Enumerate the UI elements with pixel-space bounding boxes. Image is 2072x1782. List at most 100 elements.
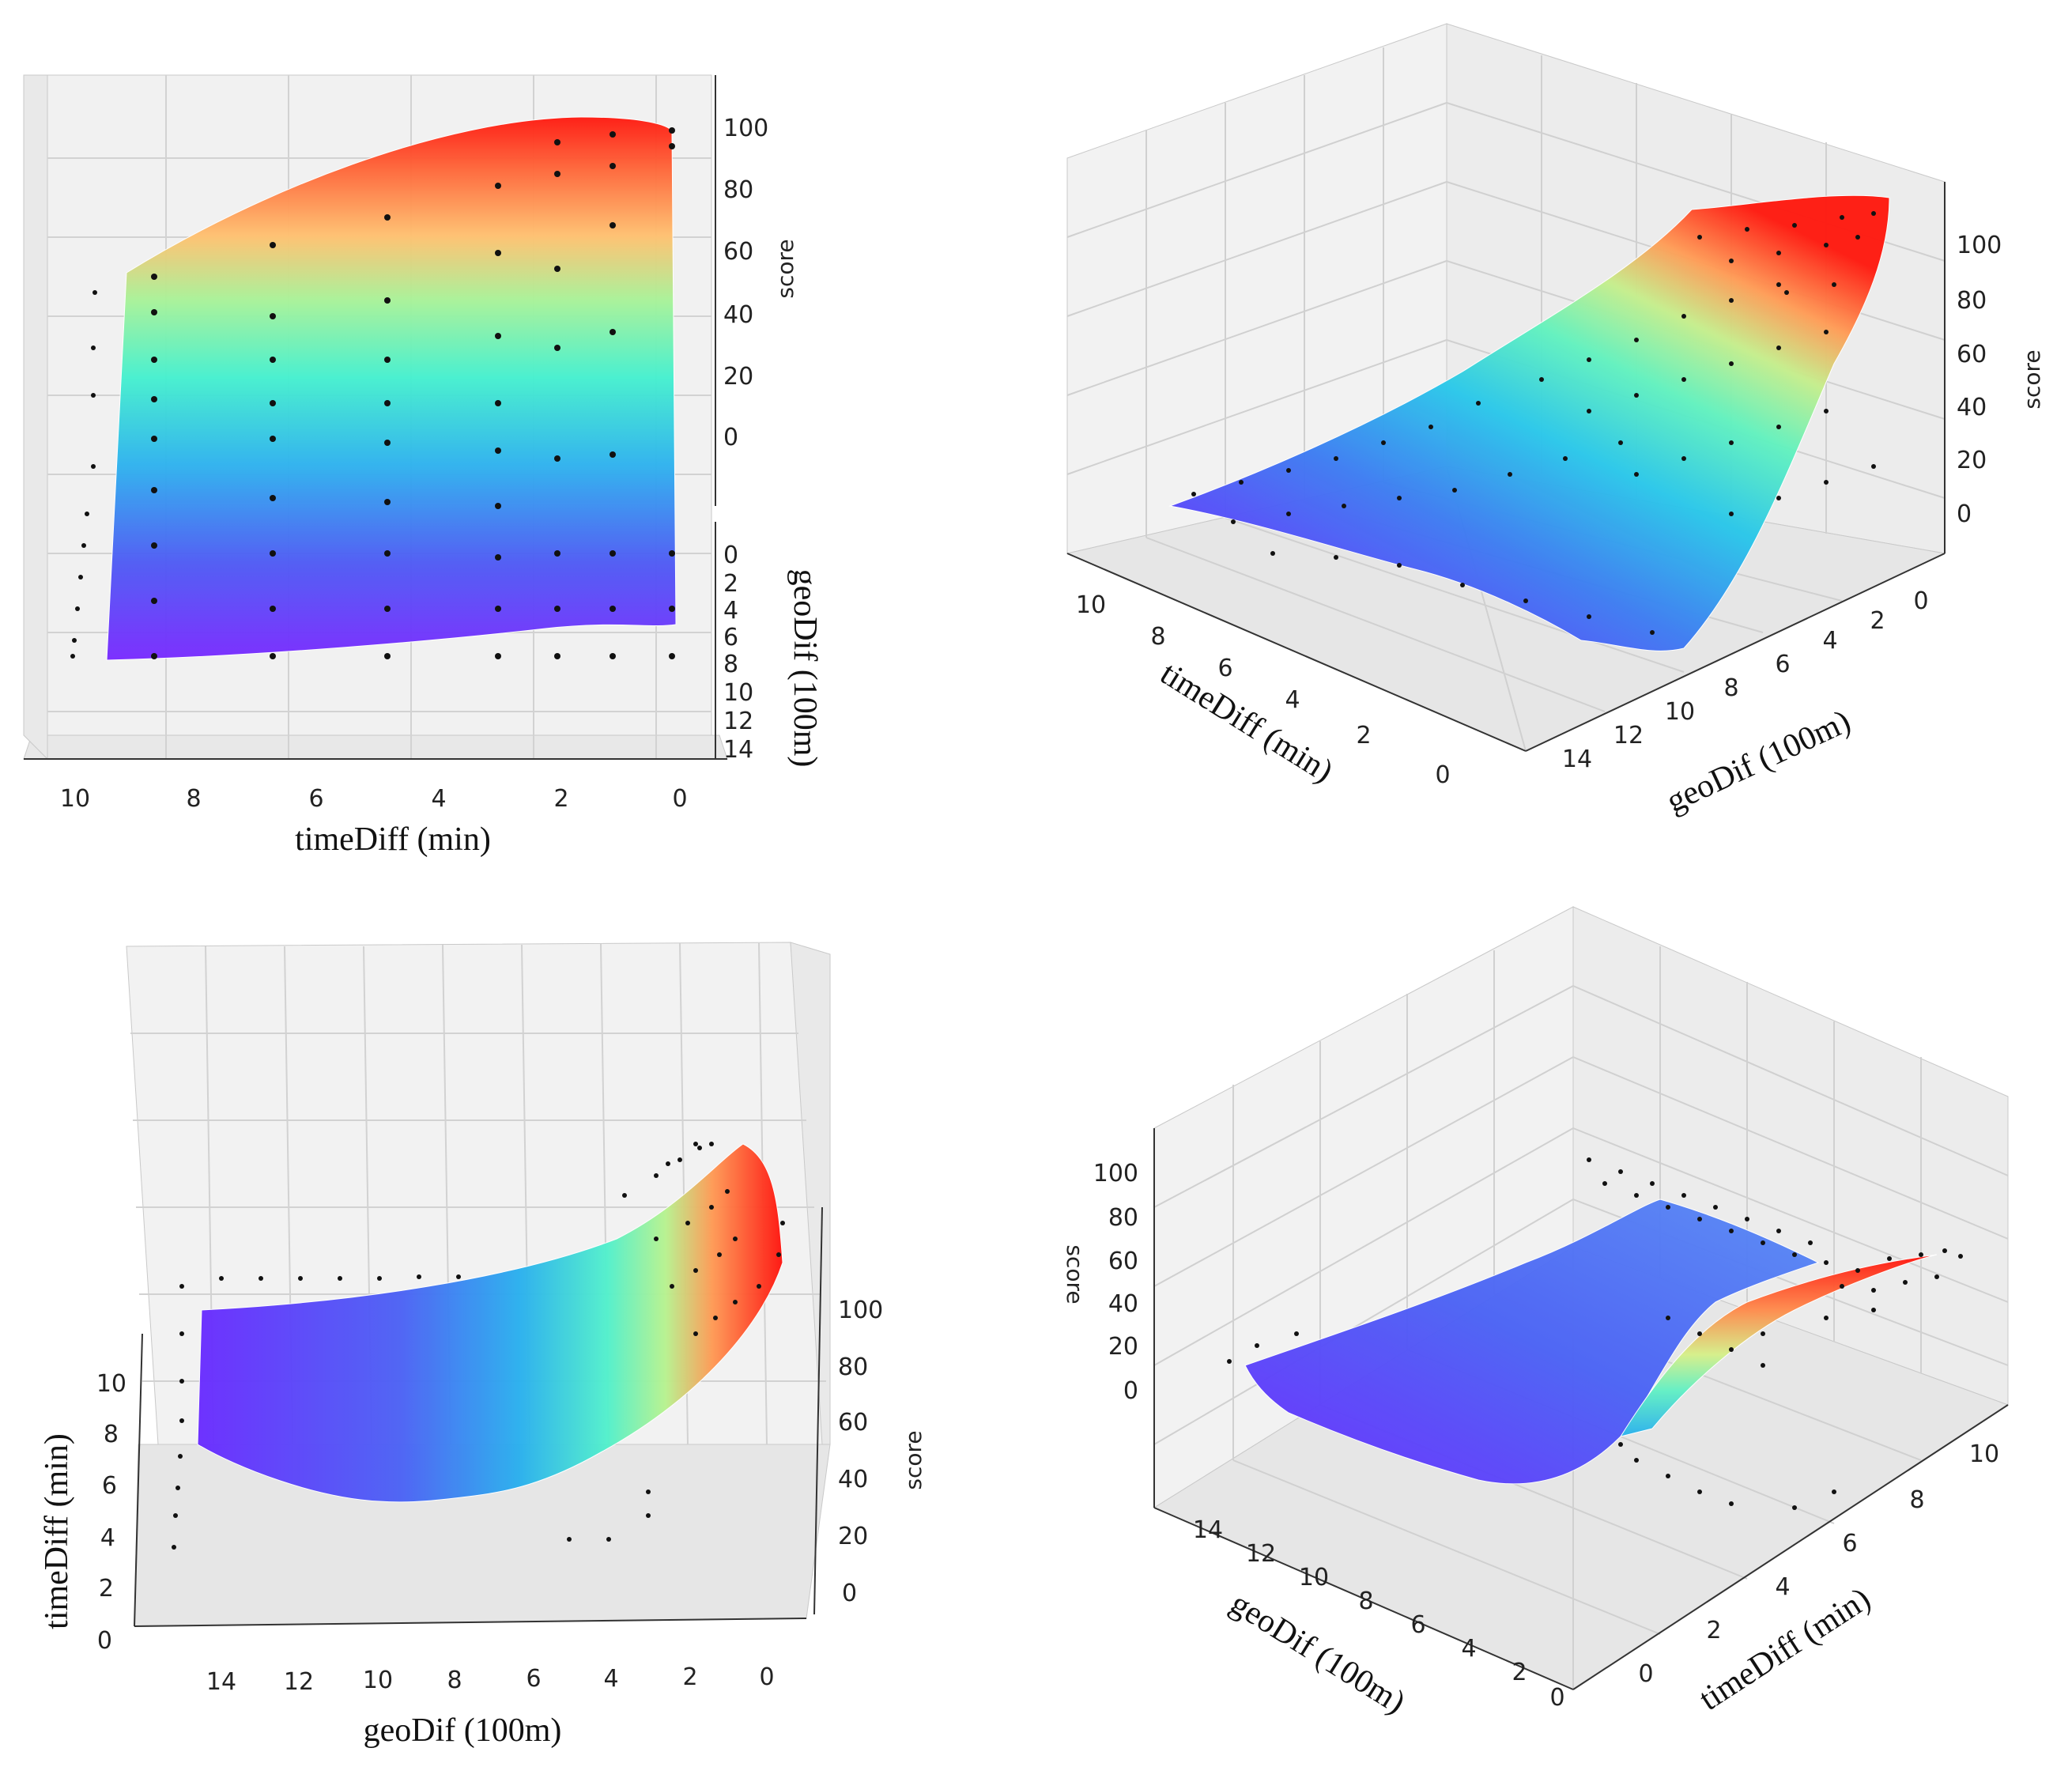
x-tick: 10 bbox=[363, 1667, 393, 1694]
x-tick: 6 bbox=[1217, 655, 1232, 682]
z-tick: 0 bbox=[723, 424, 738, 451]
scatter-points bbox=[172, 1142, 785, 1550]
x-tick: 0 bbox=[1435, 761, 1450, 789]
x-tick: 2 bbox=[682, 1663, 697, 1691]
fitted-surface-low bbox=[1244, 1199, 1820, 1485]
z-tick: 40 bbox=[1957, 394, 1987, 421]
z-tick: 100 bbox=[1093, 1160, 1138, 1187]
z-tick: 100 bbox=[838, 1297, 883, 1324]
z-tick: 0 bbox=[842, 1580, 857, 1607]
y-tick: 2 bbox=[1706, 1617, 1721, 1644]
chart-front-svg: 10 8 6 4 2 0 100 80 60 40 20 0 0 2 4 6 8… bbox=[23, 74, 823, 858]
y-axis-label: timeDiff (min) bbox=[1693, 1580, 1878, 1717]
x-tick: 4 bbox=[431, 785, 446, 813]
z-axis-label: score bbox=[772, 239, 798, 298]
z-axis-line bbox=[813, 1206, 823, 1615]
side-pane bbox=[23, 74, 48, 761]
z-tick: 40 bbox=[723, 301, 753, 329]
y-tick: 0 bbox=[97, 1627, 112, 1655]
z-tick: 80 bbox=[838, 1353, 868, 1381]
z-tick: 60 bbox=[838, 1409, 868, 1437]
y-axis-line bbox=[134, 1333, 143, 1627]
floor-pane bbox=[23, 734, 728, 760]
x-tick: 2 bbox=[1512, 1659, 1527, 1686]
y-tick: 4 bbox=[723, 597, 738, 625]
fitted-surface bbox=[1168, 194, 1890, 651]
z-tick: 100 bbox=[1957, 232, 2002, 259]
z-tick: 0 bbox=[1123, 1377, 1138, 1405]
z-axis-label-visible: score bbox=[1062, 1244, 1088, 1304]
x-tick: 2 bbox=[553, 785, 568, 813]
y-tick: 8 bbox=[104, 1421, 119, 1448]
x-tick: 4 bbox=[1285, 686, 1300, 714]
scatter-points bbox=[1227, 1157, 1963, 1510]
y-tick: 10 bbox=[723, 679, 753, 707]
y-tick: 4 bbox=[1775, 1573, 1790, 1601]
y-tick: 10 bbox=[1665, 698, 1695, 726]
z-tick: 60 bbox=[1108, 1248, 1138, 1275]
y-axis-line bbox=[1153, 1507, 1574, 1690]
y-tick: 0 bbox=[1913, 587, 1928, 615]
x-axis-label: timeDiff (min) bbox=[295, 821, 491, 858]
y-axis-line bbox=[1525, 553, 1946, 752]
z-tick: 20 bbox=[1108, 1333, 1138, 1361]
x-axis-line bbox=[1572, 1404, 2009, 1690]
z-tick: 20 bbox=[723, 363, 753, 391]
x-tick: 2 bbox=[1356, 722, 1371, 749]
chart-oblique-svg: 10 8 6 4 2 0 14 12 10 8 6 4 2 0 100 80 6… bbox=[1066, 23, 2045, 820]
z-axis-label: score bbox=[900, 1430, 927, 1489]
y-tick: 14 bbox=[723, 736, 753, 764]
x-tick: 14 bbox=[206, 1668, 236, 1696]
chart-panel-oblique: 10 8 6 4 2 0 14 12 10 8 6 4 2 0 100 80 6… bbox=[1036, 0, 2071, 891]
x-tick: 10 bbox=[1299, 1564, 1329, 1591]
x-axis-line bbox=[134, 1618, 807, 1627]
chart-rotated-svg: 100 80 60 40 20 0 14 12 10 8 6 4 2 0 0 2… bbox=[1062, 906, 2010, 1721]
y-tick: 2 bbox=[723, 570, 738, 598]
z-tick: 80 bbox=[723, 176, 753, 204]
x-tick: 14 bbox=[1193, 1516, 1223, 1544]
x-tick: 6 bbox=[308, 785, 323, 813]
x-tick: 10 bbox=[1076, 591, 1106, 619]
y-axis-label: timeDiff (min) bbox=[39, 1433, 75, 1629]
x-tick: 10 bbox=[60, 785, 90, 813]
y-tick: 14 bbox=[1562, 746, 1592, 773]
x-tick: 12 bbox=[1246, 1540, 1276, 1568]
z-tick: 20 bbox=[1957, 447, 1987, 474]
x-tick: 6 bbox=[1410, 1611, 1425, 1639]
x-axis-label: geoDif (100m) bbox=[364, 1712, 562, 1749]
y-axis-label: geoDif (100m) bbox=[787, 569, 823, 768]
x-tick: 0 bbox=[1549, 1684, 1564, 1712]
fitted-surface bbox=[106, 116, 677, 661]
x-tick: 8 bbox=[1358, 1588, 1373, 1615]
y-tick: 0 bbox=[1638, 1660, 1653, 1688]
x-tick: 8 bbox=[1150, 623, 1165, 651]
scatter-points bbox=[70, 127, 675, 659]
z-tick: 20 bbox=[838, 1523, 868, 1550]
z-tick: 80 bbox=[1108, 1204, 1138, 1232]
x-tick: 4 bbox=[603, 1665, 618, 1693]
y-tick: 2 bbox=[99, 1575, 114, 1603]
z-tick: 60 bbox=[1957, 341, 1987, 368]
y-tick: 8 bbox=[723, 651, 738, 678]
z-tick: 100 bbox=[723, 115, 768, 142]
z-tick: 0 bbox=[1957, 500, 1972, 528]
chart-panel-front: 10 8 6 4 2 0 100 80 60 40 20 0 0 2 4 6 8… bbox=[0, 0, 1036, 891]
x-tick: 0 bbox=[672, 785, 687, 813]
y-tick: 10 bbox=[96, 1370, 126, 1398]
y-tick: 8 bbox=[1723, 674, 1738, 702]
y-tick: 8 bbox=[1909, 1486, 1924, 1514]
fitted-surface-high bbox=[1619, 1254, 1938, 1437]
z-tick: 40 bbox=[838, 1466, 868, 1493]
z-tick: 80 bbox=[1957, 287, 1987, 315]
fitted-surface bbox=[197, 1143, 783, 1503]
x-tick: 6 bbox=[526, 1665, 541, 1693]
chart-side-svg: 14 12 10 8 6 4 2 0 10 8 6 4 2 0 100 80 6… bbox=[39, 942, 927, 1749]
y-tick: 12 bbox=[1613, 722, 1644, 749]
z-axis-label: score bbox=[2019, 349, 2045, 409]
x-axis-line bbox=[1066, 553, 1527, 752]
y-tick: 6 bbox=[1775, 651, 1790, 678]
scatter-points bbox=[1191, 211, 1876, 635]
x-axis-label: timeDiff (min) bbox=[1154, 655, 1339, 790]
y-tick: 0 bbox=[723, 542, 738, 569]
z-tick: 40 bbox=[1108, 1290, 1138, 1318]
